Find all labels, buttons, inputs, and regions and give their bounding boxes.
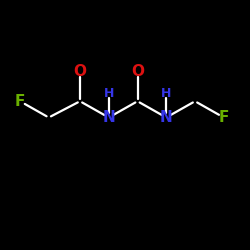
Text: N: N <box>160 110 172 125</box>
Text: N: N <box>102 110 115 125</box>
Text: F: F <box>218 110 229 125</box>
Text: O: O <box>74 64 86 79</box>
Text: H: H <box>104 87 114 100</box>
Text: O: O <box>131 64 144 79</box>
Text: F: F <box>15 94 25 109</box>
Text: H: H <box>161 87 172 100</box>
